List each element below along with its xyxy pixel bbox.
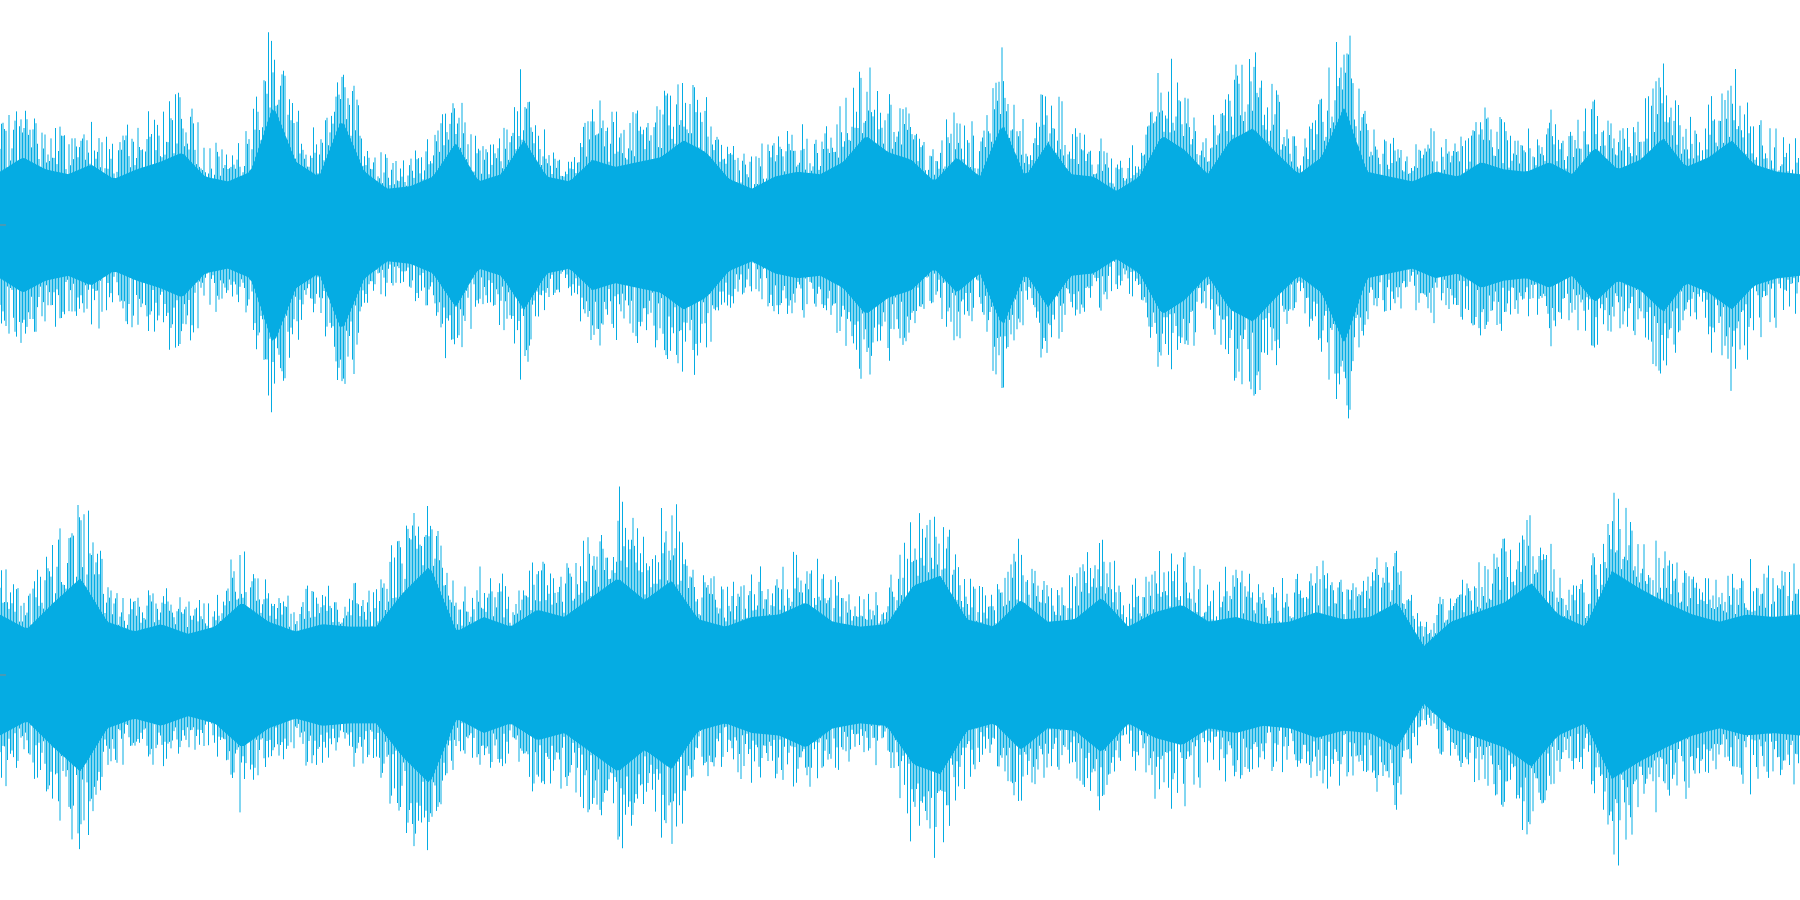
waveform-spikes (0, 486, 1799, 866)
waveform-channel-upper (0, 32, 1800, 419)
waveform-channel-lower (0, 486, 1800, 866)
waveform-spikes (0, 32, 1799, 419)
